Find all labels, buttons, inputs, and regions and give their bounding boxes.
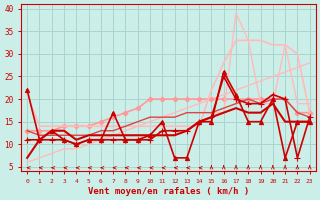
X-axis label: Vent moyen/en rafales ( km/h ): Vent moyen/en rafales ( km/h ) — [88, 187, 249, 196]
